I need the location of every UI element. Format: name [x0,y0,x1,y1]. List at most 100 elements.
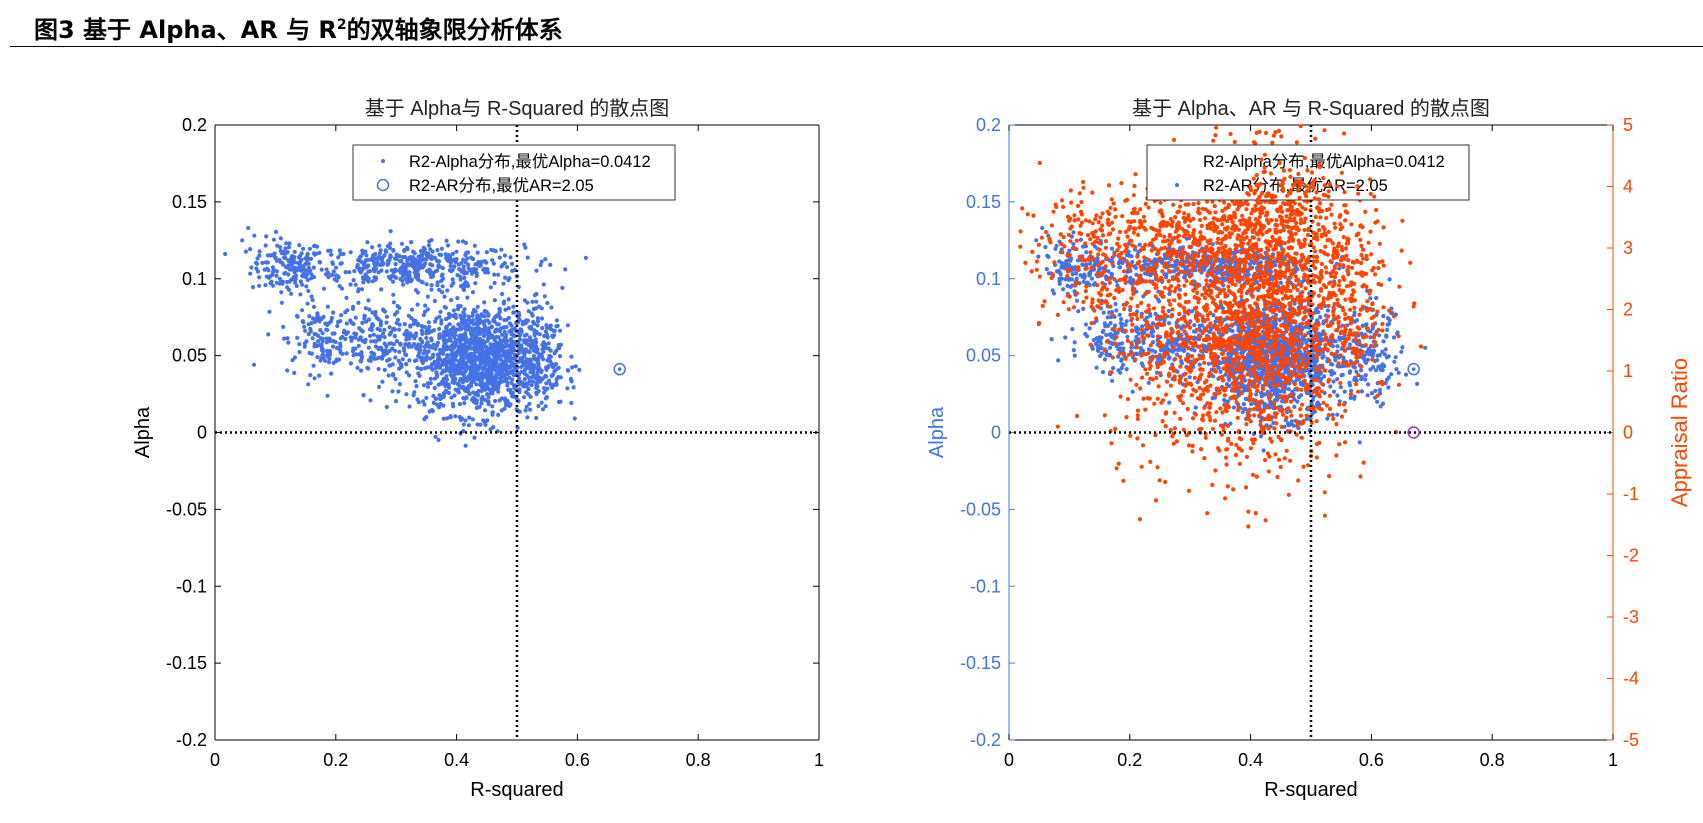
alpha-point [529,326,534,331]
alpha-point [1423,345,1428,350]
alpha-point [351,278,356,283]
alpha-point [240,238,245,243]
alpha-point [1187,375,1192,380]
alpha-point [1087,326,1092,331]
alpha-point [486,332,491,337]
alpha-point [490,351,495,356]
y-tick-label: 0.05 [966,346,1001,366]
alpha-point [424,282,429,287]
alpha-point [1040,225,1045,231]
alpha-point [286,340,291,345]
x-tick-label: 0.4 [1238,750,1263,770]
alpha-point [472,335,477,340]
alpha-point [299,257,304,262]
x-tick-label: 0 [210,750,220,770]
alpha-point [532,321,537,326]
alpha-point [1119,358,1124,363]
alpha-point [280,279,285,284]
alpha-point [415,365,420,370]
alpha-point [467,268,473,273]
alpha-point [302,344,307,349]
alpha-point [270,265,275,270]
alpha-point [381,331,386,336]
y-right-tick-label: 4 [1623,177,1633,197]
alpha-point [301,246,306,251]
alpha-point [1059,265,1064,270]
alpha-point [1078,237,1083,242]
alpha-point [395,310,400,315]
y-tick-label: -0.2 [970,730,1001,750]
alpha-point [263,243,268,248]
alpha-point [463,443,468,448]
alpha-point [359,287,365,292]
scatter-points [223,225,589,448]
alpha-point [483,382,488,387]
alpha-point [1044,267,1049,272]
alpha-point [482,333,487,338]
alpha-point [549,361,554,366]
alpha-point [1049,337,1054,342]
y-tick-label: -0.1 [176,576,207,596]
alpha-point [329,252,334,257]
alpha-point [1140,363,1145,368]
alpha-point [386,373,391,378]
alpha-point [450,251,455,256]
alpha-point [478,350,483,355]
alpha-point [568,377,574,383]
alpha-point [320,336,325,341]
alpha-point [496,382,501,387]
alpha-point [291,257,296,262]
alpha-point [367,317,372,322]
alpha-point [398,342,403,347]
alpha-point [545,365,550,370]
alpha-point [475,349,480,354]
alpha-point [1315,318,1320,323]
legend-dot-marker [381,159,385,163]
alpha-point [522,395,527,400]
alpha-point [395,253,400,258]
alpha-point [491,261,496,266]
y-axis-right-label: Appraisal Ratio [1667,358,1692,507]
alpha-point [528,394,533,399]
alpha-point [440,284,445,289]
alpha-point [467,391,472,396]
alpha-point [528,357,533,362]
alpha-point [1242,407,1247,412]
alpha-point [428,364,433,369]
alpha-point [1222,397,1227,403]
y-tick-label: 0.2 [976,115,1001,135]
y-tick-label: -0.15 [166,653,207,673]
alpha-point [475,341,480,346]
alpha-point [482,309,487,314]
alpha-point [539,259,544,264]
alpha-point [1146,347,1151,352]
alpha-point [387,348,392,354]
alpha-point [292,355,297,360]
alpha-point [408,324,413,329]
y-right-tick-label: 2 [1623,300,1633,320]
alpha-point [309,272,314,277]
alpha-point [1385,322,1390,327]
alpha-point [362,316,367,321]
alpha-point [458,313,463,318]
alpha-point [319,267,324,272]
alpha-point [371,351,376,356]
alpha-point [376,345,381,350]
alpha-point [1381,314,1386,319]
alpha-point [439,246,444,251]
y-right-tick-label: 1 [1623,361,1633,381]
alpha-point [387,325,392,330]
alpha-point [1347,370,1352,375]
y-right-tick-label: -5 [1623,730,1639,750]
alpha-point [464,395,469,400]
alpha-point [522,298,528,303]
alpha-point [429,287,434,292]
alpha-point [440,379,445,384]
alpha-point [473,358,478,363]
y-right-tick-label: 5 [1623,115,1633,135]
y-tick-label: 0.15 [172,192,207,212]
alpha-point [398,259,403,264]
alpha-point [330,331,335,336]
alpha-point [1083,331,1088,337]
alpha-point [356,258,361,263]
